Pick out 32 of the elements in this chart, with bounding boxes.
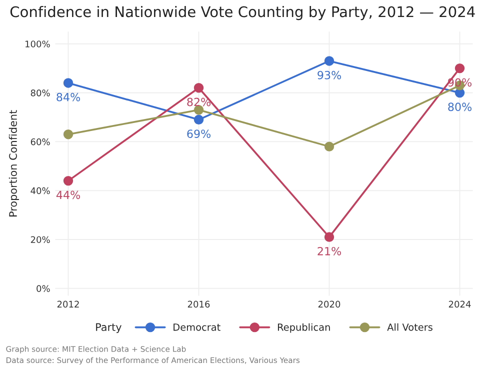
y-axis-title: Proportion Confident [8, 110, 19, 216]
data-label: 69% [187, 130, 210, 138]
y-tick-label: 20% [30, 236, 50, 244]
x-tick-label: 2020 [318, 300, 340, 308]
point [324, 142, 334, 152]
legend-label: All Voters [387, 323, 432, 331]
point [194, 83, 204, 93]
point [194, 114, 204, 125]
y-tick-label: 100% [26, 40, 50, 48]
data-label: 21% [318, 246, 341, 256]
chart-title: Confidence in Nationwide Vote Counting by Party, 2012 — 2024 [10, 6, 475, 20]
data-label: 44% [56, 190, 80, 200]
point [324, 232, 334, 242]
data-label: 93% [318, 70, 341, 80]
y-tick-label: 80% [30, 89, 50, 96]
x-tick-label: 2024 [448, 300, 471, 308]
y-tick-label: 0% [36, 285, 50, 292]
legend-label: Democrat [174, 324, 220, 331]
point [324, 56, 334, 66]
legend-label: Republican [278, 323, 330, 333]
x-tick-label: 2012 [57, 300, 79, 308]
legend-title: Party [96, 323, 122, 334]
data-label: 82% [187, 98, 210, 106]
point [63, 129, 74, 140]
point [454, 63, 465, 74]
point [63, 78, 74, 88]
y-tick-label: 40% [30, 187, 50, 194]
point [63, 176, 74, 186]
data-label: 80% [448, 102, 472, 112]
data-label: 84% [56, 92, 80, 102]
x-tick-label: 2016 [188, 300, 210, 308]
y-tick-label: 60% [30, 138, 50, 146]
